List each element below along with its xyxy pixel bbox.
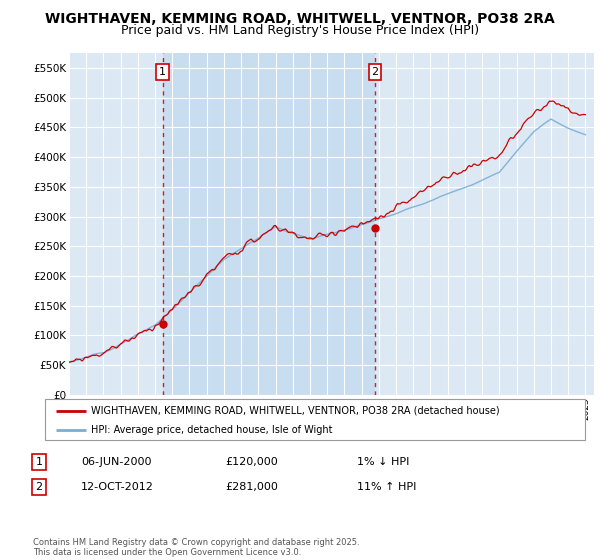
- Text: HPI: Average price, detached house, Isle of Wight: HPI: Average price, detached house, Isle…: [91, 424, 332, 435]
- Text: £120,000: £120,000: [225, 457, 278, 467]
- Text: 2: 2: [35, 482, 43, 492]
- Text: 1% ↓ HPI: 1% ↓ HPI: [357, 457, 409, 467]
- Text: Contains HM Land Registry data © Crown copyright and database right 2025.
This d: Contains HM Land Registry data © Crown c…: [33, 538, 359, 557]
- Text: 11% ↑ HPI: 11% ↑ HPI: [357, 482, 416, 492]
- Text: £281,000: £281,000: [225, 482, 278, 492]
- Text: 1: 1: [35, 457, 43, 467]
- Text: 12-OCT-2012: 12-OCT-2012: [81, 482, 154, 492]
- Bar: [163, 53, 375, 395]
- Text: 06-JUN-2000: 06-JUN-2000: [81, 457, 151, 467]
- Text: 2: 2: [371, 67, 379, 77]
- Text: WIGHTHAVEN, KEMMING ROAD, WHITWELL, VENTNOR, PO38 2RA (detached house): WIGHTHAVEN, KEMMING ROAD, WHITWELL, VENT…: [91, 405, 500, 416]
- Text: WIGHTHAVEN, KEMMING ROAD, WHITWELL, VENTNOR, PO38 2RA: WIGHTHAVEN, KEMMING ROAD, WHITWELL, VENT…: [45, 12, 555, 26]
- Text: 1: 1: [159, 67, 166, 77]
- Text: Price paid vs. HM Land Registry's House Price Index (HPI): Price paid vs. HM Land Registry's House …: [121, 24, 479, 36]
- FancyBboxPatch shape: [45, 399, 585, 440]
